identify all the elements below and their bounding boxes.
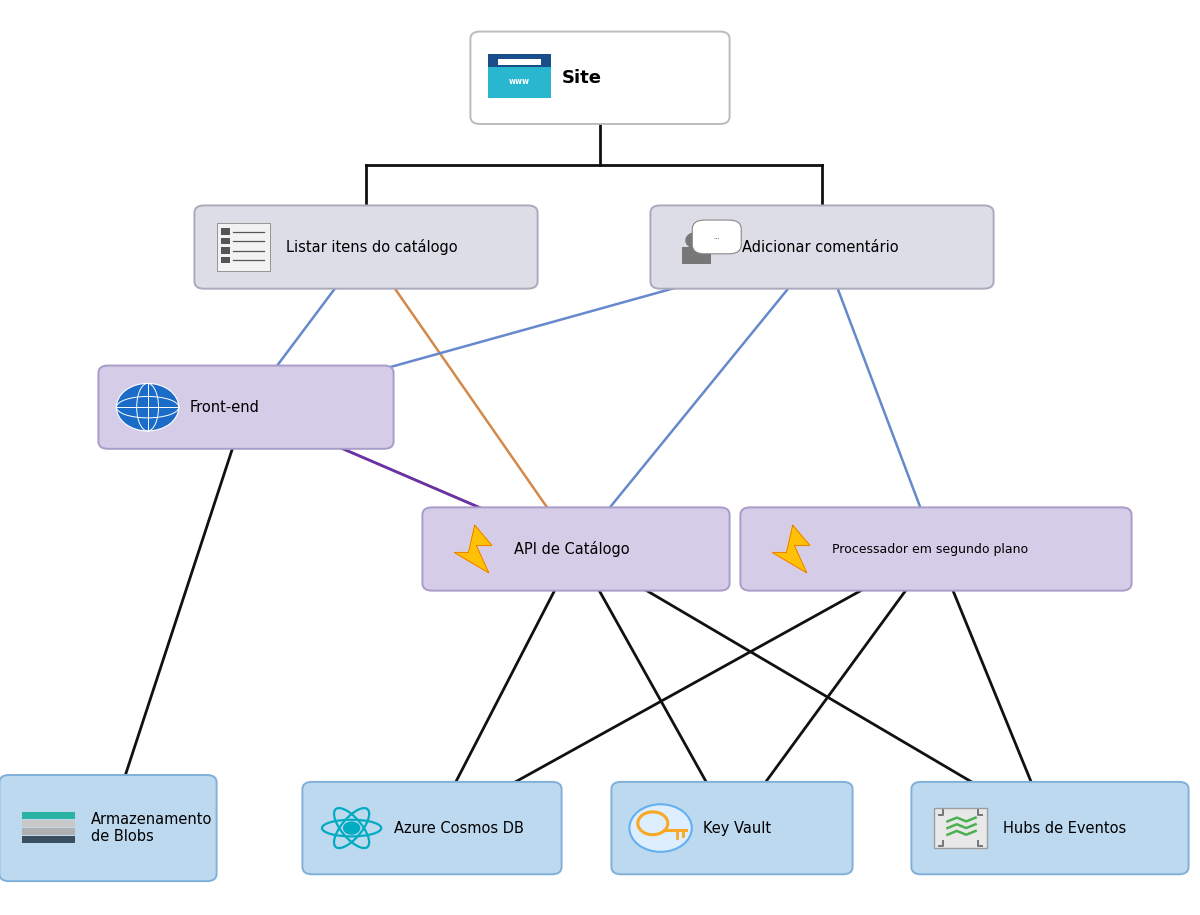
FancyBboxPatch shape xyxy=(302,781,562,875)
Bar xyxy=(488,54,551,67)
FancyBboxPatch shape xyxy=(470,31,730,124)
Bar xyxy=(221,228,230,234)
Text: Site: Site xyxy=(562,69,601,87)
Text: Hubs de Eventos: Hubs de Eventos xyxy=(1003,821,1126,835)
Bar xyxy=(22,828,76,835)
Text: ...: ... xyxy=(713,234,720,240)
FancyBboxPatch shape xyxy=(740,507,1132,591)
Text: Front-end: Front-end xyxy=(190,400,259,414)
Polygon shape xyxy=(773,525,810,573)
Text: Azure Cosmos DB: Azure Cosmos DB xyxy=(394,821,523,835)
FancyBboxPatch shape xyxy=(422,507,730,591)
FancyBboxPatch shape xyxy=(912,781,1188,875)
Text: Armazenamento
de Blobs: Armazenamento de Blobs xyxy=(91,812,212,845)
Text: API de Catálogo: API de Catálogo xyxy=(514,541,629,557)
Bar xyxy=(221,247,230,253)
FancyBboxPatch shape xyxy=(650,206,994,289)
Circle shape xyxy=(685,231,708,249)
Circle shape xyxy=(343,822,360,834)
FancyBboxPatch shape xyxy=(692,220,742,253)
Text: Processador em segundo plano: Processador em segundo plano xyxy=(832,543,1027,555)
Bar xyxy=(22,836,76,844)
Bar xyxy=(683,247,710,264)
Bar xyxy=(22,820,76,827)
Text: Listar itens do catálogo: Listar itens do catálogo xyxy=(286,239,457,255)
Text: www: www xyxy=(509,77,530,86)
FancyBboxPatch shape xyxy=(194,206,538,289)
FancyBboxPatch shape xyxy=(0,775,216,881)
Bar xyxy=(221,256,230,264)
Bar xyxy=(217,223,270,271)
Bar xyxy=(22,812,76,819)
Polygon shape xyxy=(455,525,492,573)
Bar xyxy=(934,808,988,848)
Bar xyxy=(221,238,230,244)
Bar xyxy=(488,54,551,98)
Circle shape xyxy=(116,383,179,431)
Text: Adicionar comentário: Adicionar comentário xyxy=(742,240,899,254)
Text: Key Vault: Key Vault xyxy=(702,821,770,835)
Ellipse shape xyxy=(629,804,692,852)
Bar xyxy=(498,59,541,65)
FancyBboxPatch shape xyxy=(612,781,852,875)
FancyBboxPatch shape xyxy=(98,365,394,448)
